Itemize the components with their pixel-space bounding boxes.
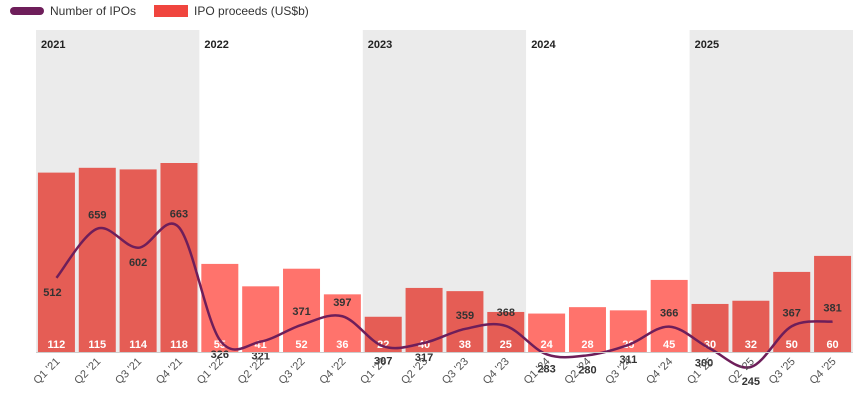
x-tick-label-0: Q1 '21 [31,356,62,387]
bar-value-label-0: 112 [48,339,66,351]
legend-label-ipos: Number of IPOs [50,4,137,18]
legend-item-ipos: Number of IPOs [10,4,136,18]
bar-16 [691,303,729,352]
line-value-label-8: 307 [374,355,392,367]
x-tick-label-6: Q3 '22 [276,356,307,387]
bar-value-label-11: 25 [500,339,512,351]
bar-value-label-3: 118 [170,339,188,351]
bar-15 [650,279,688,352]
legend-line-swatch [10,7,44,15]
year-label-2021: 2021 [41,39,65,51]
bar-value-label-18: 50 [786,339,798,351]
bar-value-label-10: 38 [459,339,471,351]
bar-19 [814,255,852,352]
line-value-label-12: 283 [537,363,555,375]
x-tick-label-18: Q3 '25 [767,356,798,387]
bar-value-label-13: 28 [581,339,593,351]
line-value-label-11: 368 [497,307,515,319]
line-value-label-14: 311 [619,354,637,366]
line-value-label-13: 280 [578,364,596,376]
legend-bar-swatch [154,5,189,17]
line-value-label-18: 367 [783,307,801,319]
bar-13 [568,307,606,352]
legend-item-proceeds: IPO proceeds (US$b) [154,4,309,18]
bar-1 [78,167,116,352]
line-value-label-0: 512 [43,287,61,299]
line-value-label-10: 359 [456,310,474,322]
x-tick-label-11: Q4 '23 [481,356,512,387]
x-tick-label-10: Q3 '23 [440,356,471,387]
bar-value-label-17: 32 [745,339,757,351]
bar-2 [119,169,157,352]
line-value-label-5: 321 [251,351,269,363]
bar-6 [283,268,321,352]
year-band-2023 [362,30,527,352]
year-label-2022: 2022 [204,39,228,51]
line-value-label-4: 326 [211,349,229,361]
line-value-label-17: 245 [742,376,760,388]
legend-label-proceeds: IPO proceeds (US$b) [194,4,309,18]
bar-0 [37,172,75,352]
x-tick-label-7: Q4 '22 [317,356,348,387]
line-value-label-15: 366 [660,308,678,320]
bar-value-label-7: 36 [336,339,348,351]
year-label-2024: 2024 [531,39,556,51]
x-tick-label-19: Q4 '25 [808,356,839,387]
bar-value-label-2: 114 [129,339,148,351]
x-tick-label-3: Q4 '21 [154,356,185,387]
year-label-2025: 2025 [695,39,719,51]
line-value-label-6: 371 [292,306,310,318]
line-value-label-3: 663 [170,208,188,220]
x-tick-label-2: Q3 '21 [113,356,144,387]
bar-10 [446,291,484,352]
bar-value-label-6: 52 [295,339,307,351]
bar-value-label-1: 115 [88,339,106,351]
year-label-2023: 2023 [368,39,392,51]
bar-value-label-15: 45 [663,339,675,351]
line-value-label-2: 602 [129,257,147,269]
bar-value-label-19: 60 [826,339,838,351]
bar-17 [732,300,770,352]
line-value-label-9: 317 [415,352,433,364]
line-value-label-1: 659 [88,210,106,222]
x-tick-label-15: Q4 '24 [644,356,675,387]
line-value-label-19: 381 [823,303,841,315]
bar-9 [405,287,443,352]
line-value-label-16: 300 [695,358,713,370]
x-tick-label-1: Q2 '21 [72,356,103,387]
line-value-label-7: 397 [333,297,351,309]
bar-value-label-12: 24 [541,339,554,351]
ipo-count-line [55,222,833,369]
chart-legend: Number of IPOs IPO proceeds (US$b) [10,4,309,18]
